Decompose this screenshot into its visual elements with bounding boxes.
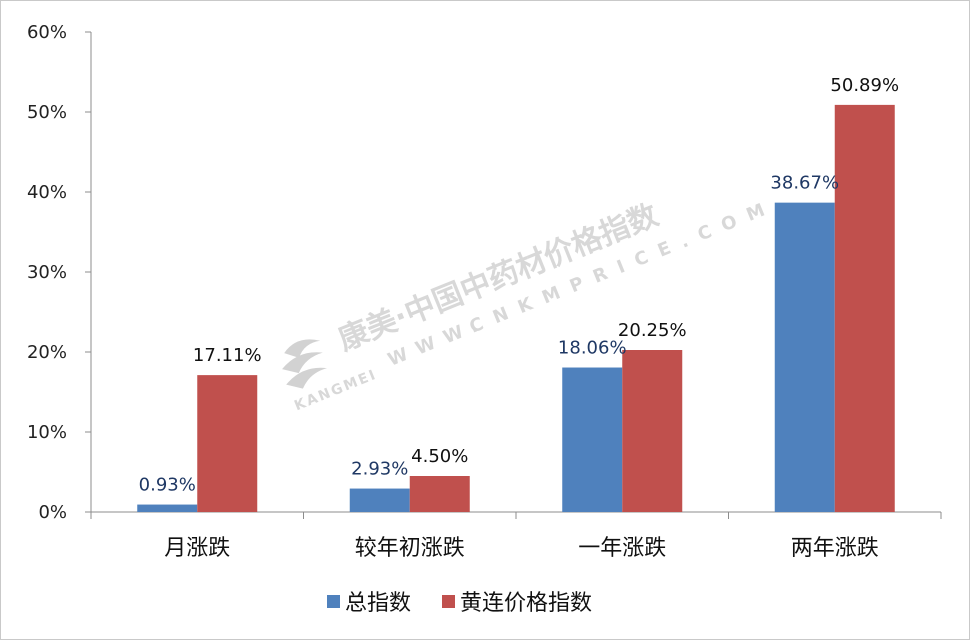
- data-label: 0.93%: [139, 475, 196, 496]
- y-tick-label: 20%: [27, 342, 67, 363]
- bar-total-index: [562, 367, 623, 512]
- watermark: 康美·中国中药材价格指数 KANGMEI WWW. CNKMPRICE.COM: [282, 195, 779, 414]
- y-tick-label: 50%: [27, 102, 67, 123]
- data-label: 20.25%: [618, 320, 687, 341]
- legend-swatch-total-index: [327, 595, 340, 608]
- bar-total-index: [137, 504, 198, 512]
- y-tick-label: 10%: [27, 422, 67, 443]
- data-label: 2.93%: [351, 459, 408, 480]
- y-tick-label: 60%: [27, 22, 67, 43]
- bar-total-index: [774, 202, 835, 512]
- x-category-label: 一年涨跌: [578, 536, 666, 561]
- x-category-label: 两年涨跌: [791, 536, 879, 561]
- bar-total-index: [349, 488, 410, 512]
- bar-huanglian-index: [197, 375, 258, 512]
- y-tick-label: 40%: [27, 182, 67, 203]
- bar-huanglian-index: [622, 350, 683, 512]
- data-label: 18.06%: [558, 338, 627, 359]
- kangmei-logo-icon: [282, 339, 327, 389]
- y-tick-label: 30%: [27, 262, 67, 283]
- bar-huanglian-index: [409, 476, 470, 512]
- data-label: 50.89%: [830, 75, 899, 96]
- x-category-label: 月涨跌: [164, 536, 230, 561]
- y-tick-label: 0%: [38, 502, 67, 523]
- data-label: 38.67%: [770, 173, 839, 194]
- x-category-label: 较年初涨跌: [355, 536, 465, 561]
- legend-swatch-huanglian-index: [442, 595, 455, 608]
- legend-label: 总指数: [345, 591, 411, 616]
- bar-huanglian-index: [834, 104, 895, 512]
- legend-label: 黄连价格指数: [460, 591, 592, 616]
- data-label: 4.50%: [411, 446, 468, 467]
- data-label: 17.11%: [193, 345, 262, 366]
